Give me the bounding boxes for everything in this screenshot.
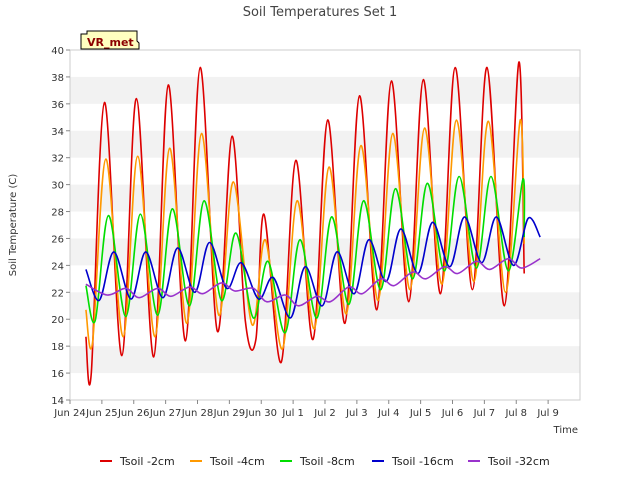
station-label: VR_met [80,30,140,50]
y-tick-label: 36 [51,100,64,111]
legend-label: Tsoil -2cm [119,455,175,468]
legend-item-tsoil-8cm: Tsoil -8cm [280,455,355,468]
y-tick-label: 34 [51,127,64,138]
station-label-box [80,30,140,50]
legend: Tsoil -2cm Tsoil -4cm Tsoil -8cm Tsoil -16c… [100,455,550,468]
x-tick-label: Jun 26 [117,408,150,419]
x-tick-label: Jun 28 [181,408,214,419]
series-line-tsoil-2cm [85,61,525,386]
series-line-tsoil-8cm [85,175,526,334]
x-tick-label: Jul 4 [377,408,400,419]
x-tick-label: Jun 27 [149,408,182,419]
x-tick-label: Jul 1 [281,408,304,419]
y-tick-label: 38 [51,73,64,84]
y-tick-label: 22 [51,288,64,299]
grid-bands [70,76,580,374]
series-line-tsoil-32cm [85,257,541,307]
station-label-text: VR_met [87,36,134,49]
y-tick-label: 30 [51,181,64,192]
legend-label: Tsoil -16cm [391,455,454,468]
y-tick-label: 14 [51,396,64,407]
y-tick-label: 28 [51,208,64,219]
x-tick-label: Jun 29 [213,408,246,419]
legend-item-tsoil-4cm: Tsoil -4cm [190,455,265,468]
y-tick-label: 40 [51,46,64,57]
legend-item-tsoil-16cm: Tsoil -16cm [372,455,454,468]
x-tick-label: Jun 24 [53,408,86,419]
x-axis-label: Time [553,425,578,436]
x-tick-label: Jul 5 [409,408,432,419]
y-tick-label: 18 [51,342,64,353]
y-axis-label: Soil Temperature (C) [8,174,19,277]
series-lines [85,61,541,386]
y-tick-label: 32 [51,154,64,165]
x-tick-label: Jul 6 [441,408,464,419]
grid-band [70,76,580,104]
y-tick-label: 24 [51,261,64,272]
series-line-tsoil-4cm [85,119,525,350]
legend-item-tsoil-32cm: Tsoil -32cm [468,455,550,468]
y-tick-label: 20 [51,315,64,326]
series-line-tsoil-16cm [85,216,541,319]
y-tick-label: 26 [51,234,64,245]
x-tick-label: Jul 9 [536,408,559,419]
chart-title: Soil Temperatures Set 1 [243,5,398,20]
legend-label: Tsoil -4cm [209,455,265,468]
y-axis: 14 16 18 20 22 24 26 28 30 32 34 36 38 40 [51,46,70,407]
grid-band [70,346,580,374]
legend-item-tsoil-2cm: Tsoil -2cm [100,455,175,468]
legend-label: Tsoil -32cm [487,455,550,468]
x-tick-label: Jul 3 [345,408,368,419]
legend-label: Tsoil -8cm [299,455,355,468]
y-tick-label: 16 [51,369,64,380]
x-tick-label: Jul 7 [473,408,496,419]
x-tick-label: Jul 2 [313,408,336,419]
x-tick-label: Jun 30 [244,408,277,419]
x-axis: Jun 24 Jun 25 Jun 26 Jun 27 Jun 28 Jun 29 Jun … [53,400,559,419]
x-tick-label: Jun 25 [85,408,118,419]
x-tick-label: Jul 8 [504,408,527,419]
